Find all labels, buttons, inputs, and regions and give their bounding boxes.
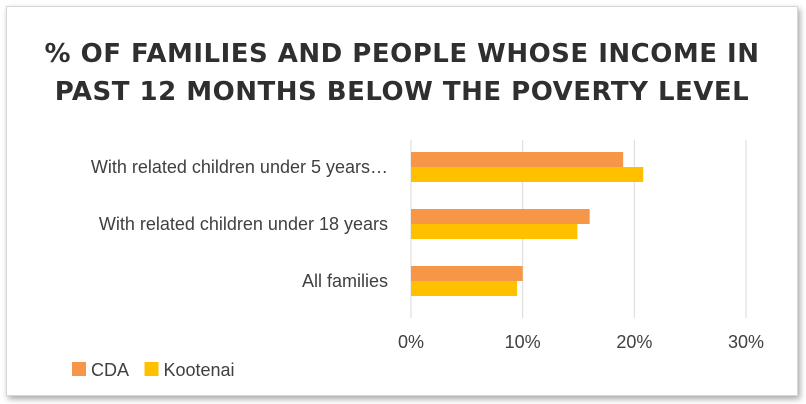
x-tick-label: 30%: [728, 332, 764, 352]
bar-cda: [411, 152, 624, 167]
x-tick-label: 0%: [398, 332, 424, 352]
legend-label: Kootenai: [164, 360, 235, 380]
legend-swatch: [72, 362, 86, 376]
chart-title: % of families and people whose income in…: [44, 39, 760, 107]
legend-label: CDA: [91, 360, 129, 380]
category-label: With related children under 18 years: [99, 214, 388, 234]
bar-kootenai: [411, 167, 644, 182]
bar-kootenai: [411, 224, 578, 239]
legend-swatch: [144, 362, 159, 376]
bar-cda: [411, 209, 590, 224]
bar-kootenai: [411, 281, 518, 296]
x-tick-label: 10%: [505, 332, 541, 352]
category-label: With related children under 5 years…: [91, 157, 388, 177]
category-label: All families: [302, 271, 388, 291]
chart-container: % of families and people whose income in…: [6, 6, 798, 396]
x-tick-label: 20%: [616, 332, 652, 352]
bar-cda: [411, 266, 523, 281]
